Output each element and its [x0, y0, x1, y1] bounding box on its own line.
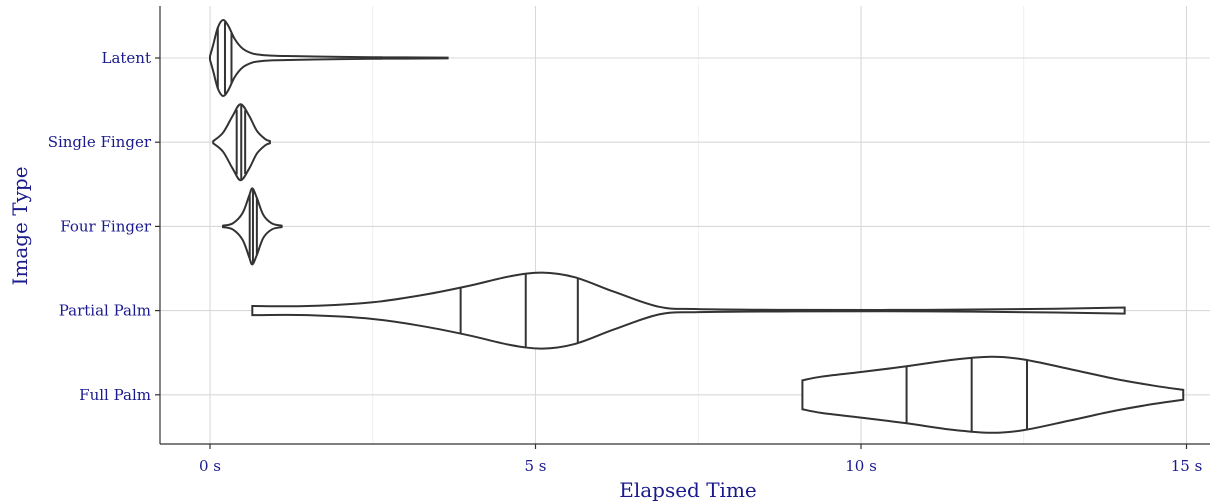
axis-layer: 0 s 5 s 10 s 15 s Latent Single Finger Four Fi…: [48, 6, 1210, 475]
x-tick-label: 10 s: [845, 457, 877, 475]
y-tick-label: Single Finger: [48, 133, 152, 151]
x-axis-title: Elapsed Time: [619, 478, 757, 502]
y-axis-title: Image Type: [8, 166, 32, 285]
y-tick-label: Four Finger: [60, 217, 152, 235]
x-tick-label: 15 s: [1171, 457, 1203, 475]
y-tick-label: Latent: [102, 49, 152, 67]
x-tick-label: 5 s: [524, 457, 546, 475]
y-tick-label: Partial Palm: [59, 302, 151, 320]
violin-layer: [209, 18, 1185, 434]
x-tick-label: 0 s: [199, 457, 221, 475]
y-tick-label: Full Palm: [79, 386, 151, 404]
violin-partial-palm: [251, 271, 1126, 350]
violin-full-palm: [801, 355, 1185, 434]
violin-latent: [209, 18, 449, 98]
